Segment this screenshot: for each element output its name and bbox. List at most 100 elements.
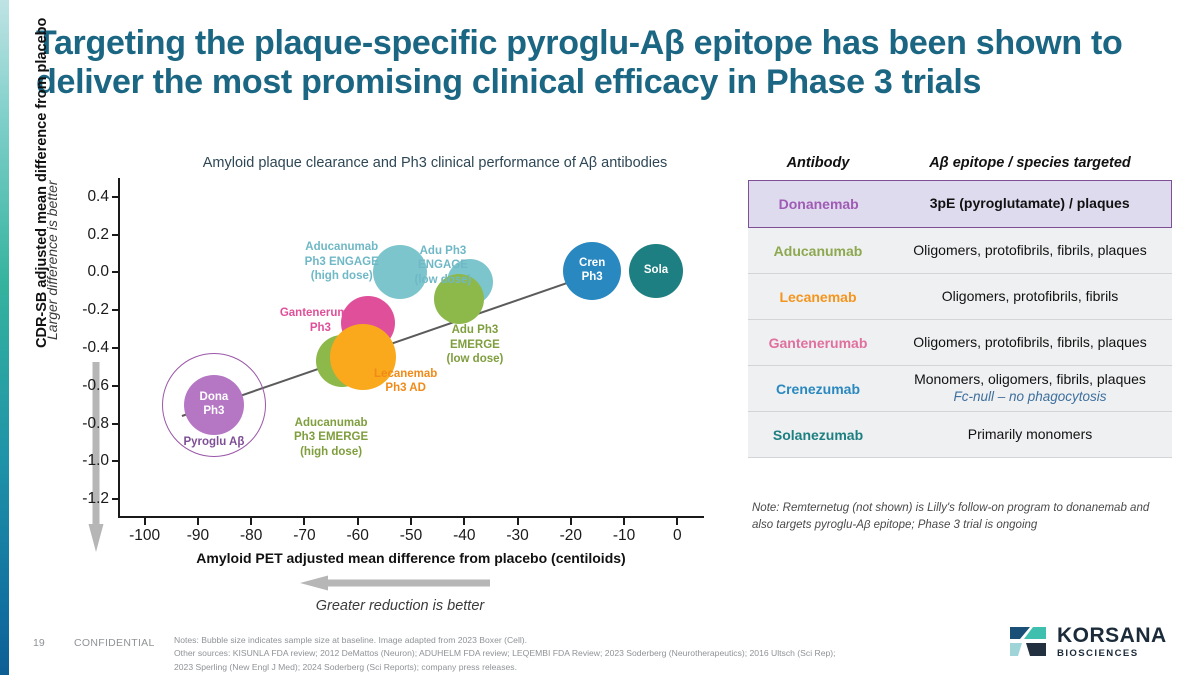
table-row[interactable]: Gantenerumab Oligomers, protofibrils, fib… [748, 320, 1172, 366]
bubble-halo-donanemab [161, 352, 266, 457]
y-axis-tick-mark [112, 233, 118, 236]
footer-notes-line-3: 2023 Sperling (New Engl J Med); 2024 Sod… [174, 661, 517, 672]
bubble-crenezumab[interactable]: Cren Ph3 [563, 241, 622, 300]
x-axis-tick-mark [569, 518, 572, 525]
cell-epitope: 3pE (pyroglutamate) / plaques [929, 195, 1130, 212]
bubble-solanezumab[interactable]: Sola [629, 243, 684, 298]
x-axis-tick-label: -70 [293, 527, 316, 544]
y-axis-tick-label: 0.2 [87, 225, 109, 243]
cell-antibody-name: Gantenerumab [768, 334, 868, 351]
x-axis-tick-mark [356, 518, 359, 525]
bubble-label-aducanumab-emerge-high: Aducanumab Ph3 EMERGE (high dose) [294, 417, 369, 458]
cell-epitope: Monomers, oligomers, fibrils, plaques Fc-… [888, 371, 1172, 405]
x-axis-tick-mark [623, 518, 626, 525]
x-axis-tick-label: -80 [239, 527, 263, 544]
logo-tagline: BIOSCIENCES [1057, 648, 1139, 660]
x-axis-tick-label: -30 [506, 527, 529, 544]
cell-antibody-name: Aducanumab [773, 242, 863, 259]
x-axis-tick-label: 0 [673, 527, 682, 544]
cell-epitope-subnote: Fc-null – no phagocytosis [953, 388, 1107, 404]
column-header-antibody: Antibody [786, 155, 850, 171]
bubble-label-adu-emerge-low: Adu Ph3 EMERGE (low dose) [446, 324, 504, 366]
x-axis-tick-mark [463, 518, 466, 525]
y-axis-tick-label: -0.4 [82, 339, 109, 356]
y-axis-tick-mark [112, 460, 118, 463]
y-axis-tick-mark [112, 422, 118, 425]
bubble-label-gantenerumab: Gantenerumab Ph3 [279, 307, 362, 334]
logo-wordmark: KORSANA [1057, 624, 1167, 648]
x-axis-tick-mark [196, 518, 199, 525]
y-axis-tick-mark [112, 195, 118, 198]
cell-epitope: Oligomers, protofibrils, fibrils, plaque… [913, 241, 1147, 258]
x-axis-tick-label: -20 [559, 527, 583, 544]
y-axis-tick-label: 0.0 [87, 263, 109, 281]
cell-antibody-name: Lecanemab [779, 288, 857, 305]
bubble-label-aducanumab-engage-high: Aducanumab Ph3 ENGAGE (high dose) [304, 241, 379, 283]
y-axis-tick-label: -1.2 [82, 490, 109, 508]
bubble-halo-label-donanemab: Pyroglu Aβ [183, 435, 245, 448]
footer-notes-line-1: Notes: Bubble size indicates sample size… [174, 635, 528, 645]
cell-epitope: Oligomers, protofibrils, fibrils, plaque… [913, 333, 1147, 350]
left-arrow-icon [300, 575, 490, 591]
column-header-epitope: Aβ epitope / species targeted [929, 155, 1131, 171]
down-arrow-icon [88, 362, 104, 552]
footer-notes: Notes: Bubble size indicates sample size… [174, 634, 974, 674]
x-axis-tick-mark [516, 518, 519, 525]
x-axis-tick-mark [676, 518, 679, 525]
trend-line [181, 275, 588, 417]
table-footnote: Note: Remternetug (not shown) is Lilly's… [752, 502, 1150, 531]
y-axis-tick-mark [112, 347, 118, 349]
x-axis-direction-note: Greater reduction is better [315, 598, 485, 614]
chart-title: Amyloid plaque clearance and Ph3 clinica… [202, 155, 668, 171]
table-row[interactable]: Lecanemab Oligomers, protofibrils, fibril… [748, 274, 1172, 320]
y-axis-tick-mark [112, 309, 118, 312]
y-axis-tick-label: 0.4 [87, 187, 109, 205]
y-axis-tick-label: -0.6 [82, 376, 109, 394]
korsana-mark-icon [1010, 627, 1046, 656]
confidential-label: CONFIDENTIAL [74, 637, 155, 649]
x-axis-tick-mark [303, 518, 306, 525]
footer-notes-line-2: Other sources: KISUNLA FDA review; 2012 … [174, 648, 836, 659]
y-axis-tick-mark [112, 384, 118, 387]
cell-antibody-name: Solanezumab [772, 426, 864, 443]
chart-x-axis-label: Amyloid PET adjusted mean difference fro… [196, 550, 626, 566]
bubble-lecanemab[interactable] [330, 324, 397, 391]
left-accent-bar [0, 0, 9, 675]
cell-epitope: Oligomers, protofibrils, fibrils [941, 287, 1119, 304]
table-row[interactable]: Donanemab 3pE (pyroglutamate) / plaques [748, 180, 1172, 228]
x-axis-tick-label: -40 [453, 527, 476, 544]
y-axis-tick-label: -0.2 [82, 301, 109, 319]
chart-plot-area: 0.4 0.2 0.0 -0.2 -0.4 -0.6 -0.8 -1.0 -1.2 -100 -90… [82, 178, 704, 544]
x-axis-tick-mark [143, 518, 146, 525]
cell-antibody-name: Crenezumab [775, 380, 861, 397]
antibody-epitope-table: Antibody Aβ epitope / species targeted D… [748, 155, 1172, 458]
y-axis-line [118, 178, 120, 518]
bubble-adu-emerge-low[interactable] [433, 273, 484, 324]
cell-antibody-name: Donanemab [778, 196, 859, 212]
table-row[interactable]: Crenezumab Monomers, oligomers, fibrils, … [748, 366, 1172, 412]
x-axis-tick-label: -100 [129, 527, 161, 544]
y-axis-tick-label: -0.8 [82, 414, 109, 432]
bubble-donanemab[interactable]: Dona Ph3 [183, 374, 244, 435]
cell-epitope: Primarily monomers [967, 425, 1093, 442]
table-row[interactable]: Solanezumab Primarily monomers [748, 412, 1172, 458]
page-title: Targeting the plaque-specific pyroglu-Aβ… [36, 24, 1123, 102]
bubble-label-lecanemab: Lecanemab Ph3 AD [374, 367, 438, 395]
bubble-aducanumab-engage-high[interactable] [373, 245, 428, 300]
page-number: 19 [33, 637, 45, 649]
table-row[interactable]: Aducanumab Oligomers, protofibrils, fibri… [748, 228, 1172, 274]
x-axis-line [118, 516, 704, 518]
x-axis-tick-label: -10 [612, 527, 636, 544]
x-axis-tick-label: -90 [186, 527, 210, 544]
table-body: Donanemab 3pE (pyroglutamate) / plaques Ad… [748, 180, 1172, 458]
y-axis-direction-note: Larger difference is better [44, 180, 60, 340]
x-axis-tick-label: -50 [399, 527, 423, 544]
x-axis-tick-label: -60 [346, 527, 369, 544]
table-header-row: Antibody Aβ epitope / species targeted [748, 155, 1172, 180]
korsana-logo: KORSANA BIOSCIENCES [1008, 620, 1173, 664]
y-axis-tick-label: -1.0 [82, 452, 109, 470]
bubble-label-adu-engage-low: Adu Ph3 ENGAGE (low dose) [414, 245, 472, 286]
x-axis-tick-mark [250, 518, 253, 525]
bubble-chart: Amyloid plaque clearance and Ph3 clinica… [0, 18, 740, 614]
